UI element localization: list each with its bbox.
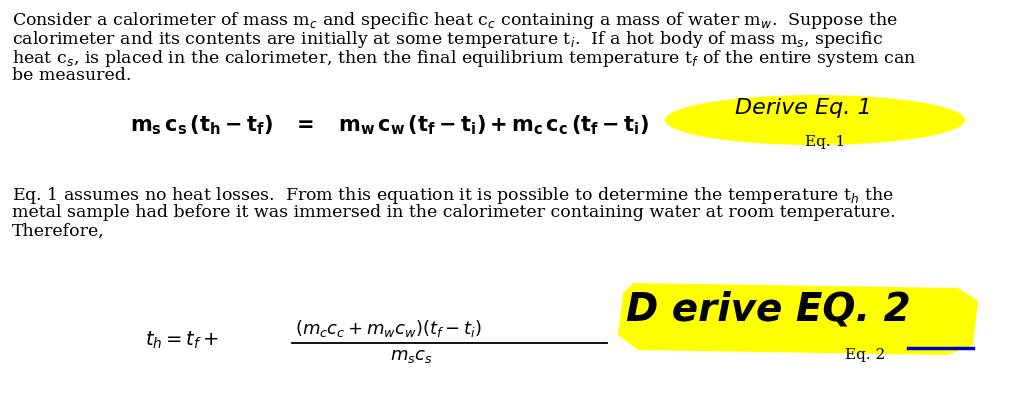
Text: $\mathit{t}_h = \mathit{t}_f +$: $\mathit{t}_h = \mathit{t}_f +$ <box>145 329 219 351</box>
Ellipse shape <box>665 95 965 145</box>
Text: Therefore,: Therefore, <box>12 223 104 240</box>
Text: $\mathbf{m_s\,c_s\,(t_h - t_f)}$   $\mathbf{=}$   $\mathbf{m_w\,c_w\,(t_f - t_i): $\mathbf{m_s\,c_s\,(t_h - t_f)}$ $\mathb… <box>130 113 649 137</box>
Text: metal sample had before it was immersed in the calorimeter containing water at r: metal sample had before it was immersed … <box>12 204 896 221</box>
PathPatch shape <box>618 283 978 355</box>
Text: $m_s c_s$: $m_s c_s$ <box>390 347 433 365</box>
Text: Eq. 1 assumes no heat losses.  From this equation it is possible to determine th: Eq. 1 assumes no heat losses. From this … <box>12 185 894 206</box>
Text: Eq. 2: Eq. 2 <box>845 348 886 362</box>
Text: Eq. 1: Eq. 1 <box>805 135 845 149</box>
Text: D erive EQ. 2: D erive EQ. 2 <box>626 291 910 329</box>
Text: calorimeter and its contents are initially at some temperature t$_i$.  If a hot : calorimeter and its contents are initial… <box>12 29 883 50</box>
Text: be measured.: be measured. <box>12 67 131 84</box>
Text: $(m_c c_c + m_w c_w)(t_f - t_i)$: $(m_c c_c + m_w c_w)(t_f - t_i)$ <box>295 318 482 339</box>
Text: Derive Eq. 1: Derive Eq. 1 <box>735 98 871 118</box>
Text: Consider a calorimeter of mass m$_c$ and specific heat c$_c$ containing a mass o: Consider a calorimeter of mass m$_c$ and… <box>12 10 898 31</box>
Text: heat c$_s$, is placed in the calorimeter, then the final equilibrium temperature: heat c$_s$, is placed in the calorimeter… <box>12 48 916 69</box>
